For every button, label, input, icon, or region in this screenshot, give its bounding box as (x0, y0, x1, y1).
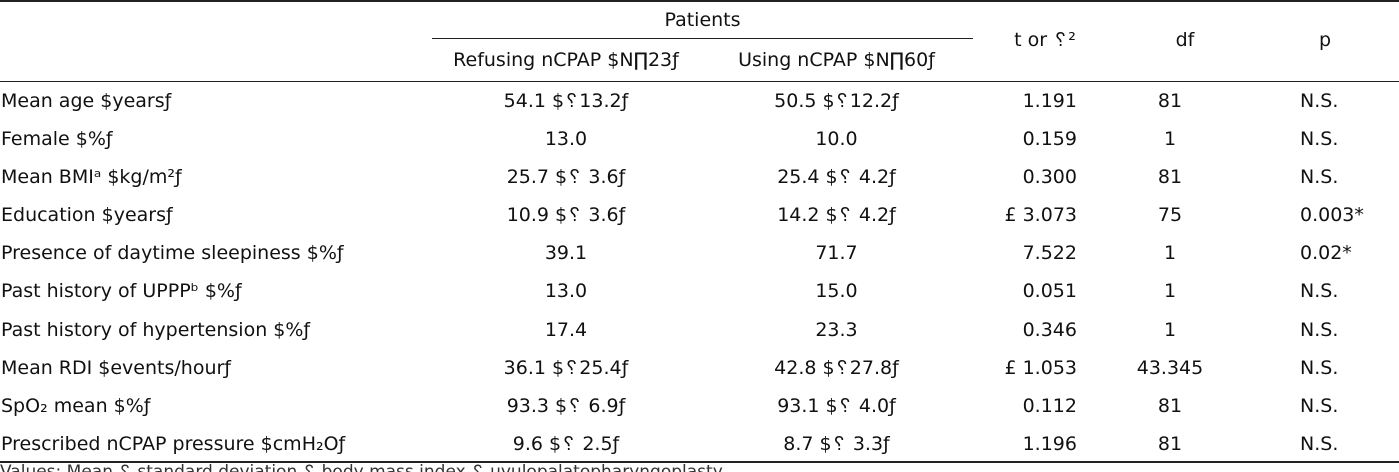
using-value: 42.8 $␦27.8ƒ (774, 356, 899, 379)
row-label: SpO₂ mean $%ƒ (1, 394, 151, 417)
table-row: Presence of daytime sleepiness $%ƒ 39.1 … (0, 234, 1399, 272)
row-label: Female $%ƒ (1, 128, 113, 151)
table-row: Past history of hypertension $%ƒ 17.4 23… (0, 311, 1399, 349)
refusing-value: 13.0 (544, 280, 588, 303)
table-row: Mean RDI $events/hourƒ 36.1 $␦25.4ƒ 42.8… (0, 349, 1399, 387)
df-value: 81 (1157, 394, 1183, 417)
row-label: Mean BMIᵃ $kg/m²ƒ (1, 166, 182, 189)
df-value: 75 (1157, 204, 1183, 227)
t-value: 0.346 (1022, 318, 1077, 341)
refusing-value: 39.1 (544, 242, 588, 265)
df-value: 81 (1157, 90, 1183, 112)
using-value: 15.0 (815, 280, 858, 303)
refusing-value: 13.0 (544, 128, 588, 151)
table-row: Prescribed nCPAP pressure $cmH₂Oƒ 9.6 $␦… (0, 425, 1399, 463)
refusing-value: 93.3 $␦ 6.9ƒ (506, 394, 626, 417)
table-top-rule (0, 0, 1399, 2)
df-value: 81 (1157, 166, 1183, 189)
refusing-value: 54.1 $␦13.2ƒ (503, 90, 629, 112)
table-row: Mean age $yearsƒ 54.1 $␦13.2ƒ 50.5 $␦12.… (0, 82, 1399, 120)
table-row: SpO₂ mean $%ƒ 93.3 $␦ 6.9ƒ 93.1 $␦ 4.0ƒ … (0, 387, 1399, 425)
using-value: 8.7 $␦ 3.3ƒ (783, 432, 890, 455)
using-value: 71.7 (815, 242, 858, 265)
df-value: 81 (1157, 432, 1183, 455)
table-row: Education $yearsƒ 10.9 $␦ 3.6ƒ 14.2 $␦ 4… (0, 196, 1399, 234)
row-label: Past history of UPPPᵇ $%ƒ (1, 280, 242, 303)
t-value: 7.522 (1022, 242, 1077, 265)
refusing-value: 9.6 $␦ 2.5ƒ (512, 432, 620, 455)
p-value: N.S. (1300, 166, 1339, 189)
table-row: Past history of UPPPᵇ $%ƒ 13.0 15.0 0.05… (0, 272, 1399, 310)
row-label: Education $yearsƒ (1, 204, 173, 227)
row-label: Mean age $yearsƒ (1, 90, 172, 112)
table-row: Mean BMIᵃ $kg/m²ƒ 25.7 $␦ 3.6ƒ 25.4 $␦ 4… (0, 158, 1399, 196)
using-value: 10.0 (815, 128, 858, 151)
using-value: 50.5 $␦12.2ƒ (774, 90, 899, 112)
patients-group-rule (432, 38, 973, 39)
t-value: 0.159 (1022, 128, 1077, 151)
header-p: p (1318, 29, 1332, 51)
df-value: 1 (1163, 318, 1177, 341)
p-value: 0.02* (1300, 242, 1352, 265)
refusing-value: 36.1 $␦25.4ƒ (503, 356, 629, 379)
t-value: £ 1.053 (1004, 356, 1077, 379)
header-patients: Patients (664, 9, 741, 31)
header-refusing-ncpap: Refusing nCPAP $N∏23ƒ (453, 49, 679, 71)
t-value: 0.300 (1022, 166, 1077, 189)
header-using-ncpap: Using nCPAP $N∏60ƒ (738, 49, 935, 71)
using-value: 14.2 $␦ 4.2ƒ (777, 204, 896, 227)
row-label: Prescribed nCPAP pressure $cmH₂Oƒ (1, 432, 346, 455)
p-value: N.S. (1300, 90, 1339, 112)
header-t-or-chi: t or ␦² (1014, 29, 1076, 51)
p-value: N.S. (1300, 432, 1339, 455)
t-value: 1.191 (1022, 90, 1077, 112)
p-value: 0.003* (1300, 204, 1364, 227)
p-value: N.S. (1300, 128, 1339, 151)
refusing-value: 10.9 $␦ 3.6ƒ (506, 204, 626, 227)
p-value: N.S. (1300, 394, 1339, 417)
using-value: 25.4 $␦ 4.2ƒ (777, 166, 896, 189)
p-value: N.S. (1300, 280, 1339, 303)
header-bottom-rule (0, 81, 1399, 82)
header-df: df (1175, 29, 1195, 51)
table-bottom-rule (0, 461, 1399, 463)
using-value: 93.1 $␦ 4.0ƒ (777, 394, 896, 417)
t-value: 0.051 (1022, 280, 1077, 303)
table-body: Mean age $yearsƒ 54.1 $␦13.2ƒ 50.5 $␦12.… (0, 82, 1399, 463)
t-value: £ 3.073 (1004, 204, 1077, 227)
refusing-value: 25.7 $␦ 3.6ƒ (506, 166, 626, 189)
t-value: 1.196 (1022, 432, 1077, 455)
using-value: 23.3 (815, 318, 858, 341)
table-row: Female $%ƒ 13.0 10.0 0.159 1 N.S. (0, 120, 1399, 158)
p-value: N.S. (1300, 318, 1339, 341)
df-value: 43.345 (1136, 356, 1204, 379)
df-value: 1 (1163, 280, 1177, 303)
t-value: 0.112 (1022, 394, 1077, 417)
p-value: N.S. (1300, 356, 1339, 379)
row-label: Mean RDI $events/hourƒ (1, 356, 231, 379)
row-label: Past history of hypertension $%ƒ (1, 318, 311, 341)
table-footnote: Values: Mean ␦ standard deviation ␦ body… (0, 463, 1399, 472)
refusing-value: 17.4 (544, 318, 588, 341)
df-value: 1 (1163, 128, 1177, 151)
df-value: 1 (1163, 242, 1177, 265)
row-label: Presence of daytime sleepiness $%ƒ (1, 242, 344, 265)
